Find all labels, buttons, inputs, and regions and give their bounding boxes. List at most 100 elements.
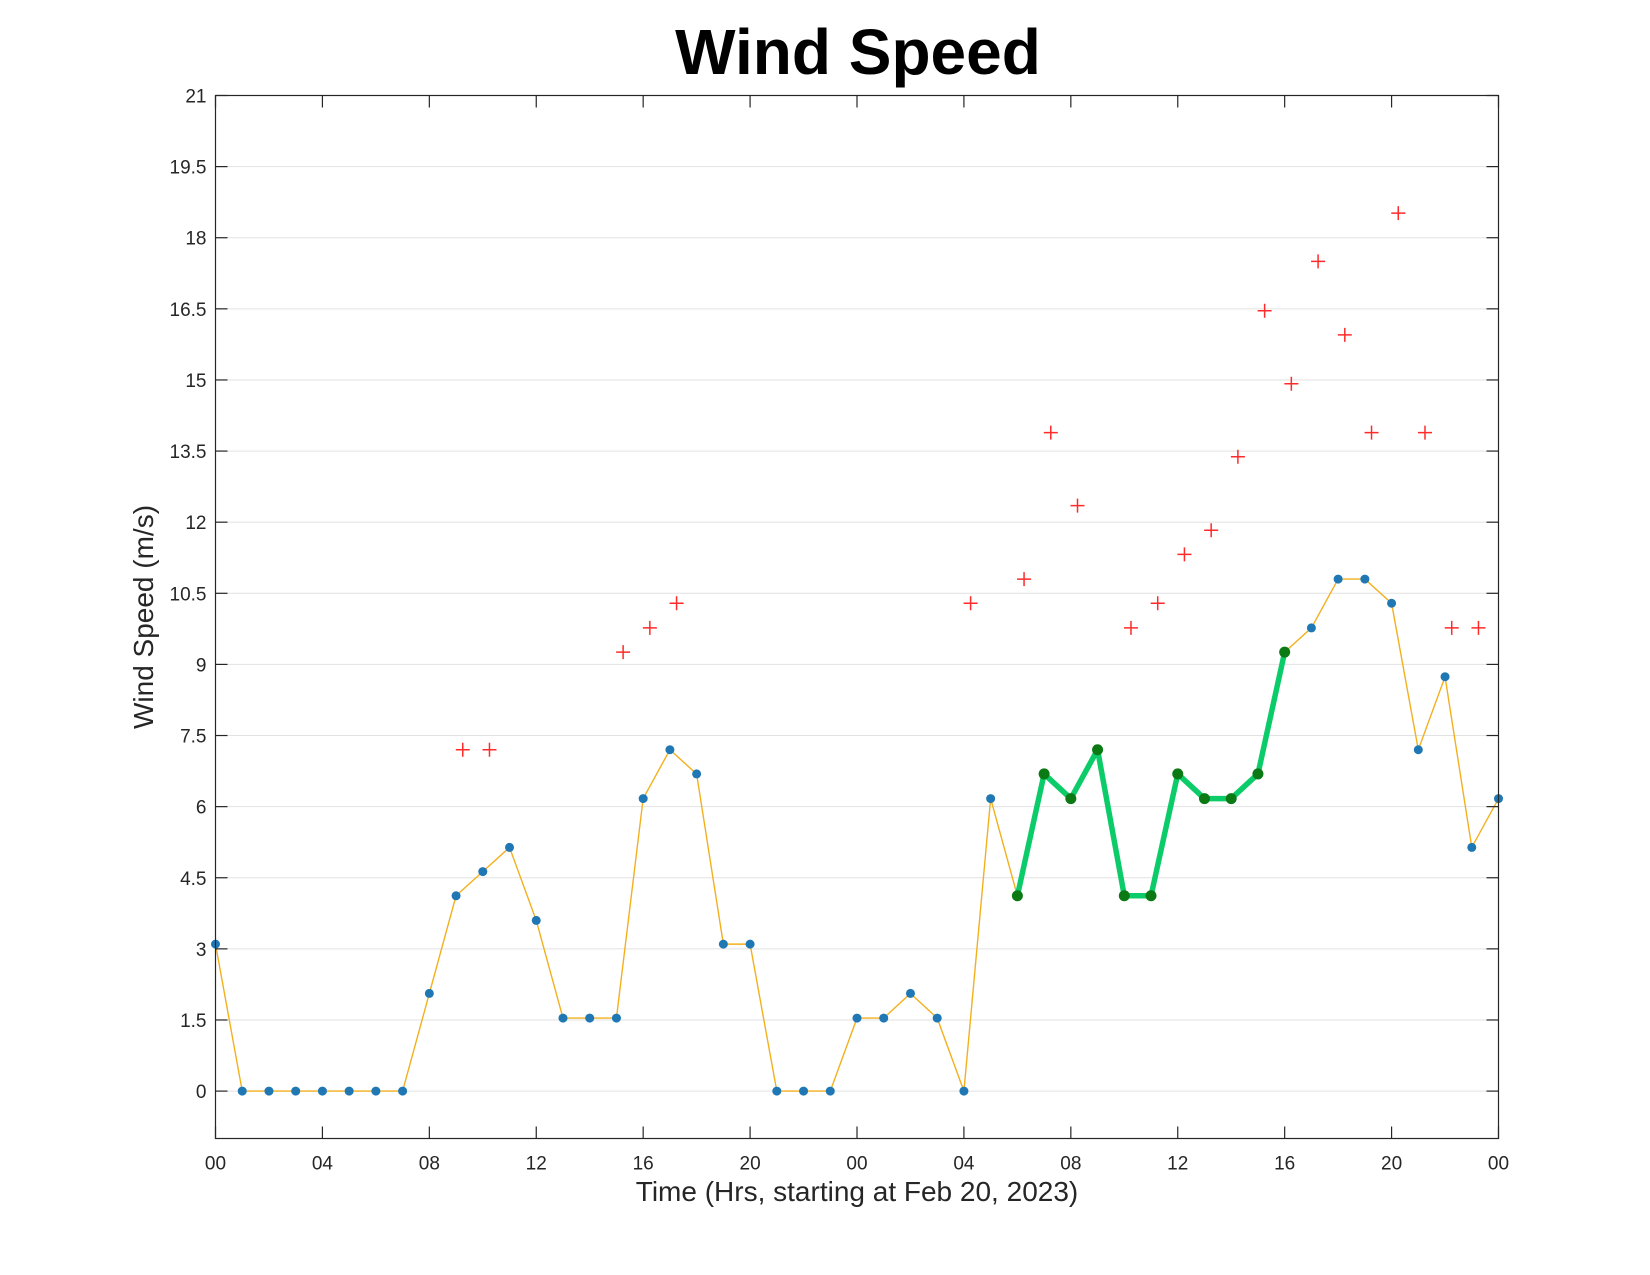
data-point bbox=[478, 867, 488, 877]
data-point bbox=[531, 915, 541, 925]
data-point bbox=[825, 1086, 835, 1096]
plus-marker bbox=[1444, 620, 1459, 635]
plus-marker bbox=[455, 742, 470, 757]
y-axis-label: Wind Speed (m/s) bbox=[128, 505, 159, 729]
y-tick-label: 10.5 bbox=[170, 584, 207, 605]
plus-marker bbox=[1311, 254, 1326, 269]
highlight-line bbox=[1014, 651, 1288, 899]
data-point bbox=[1440, 672, 1450, 682]
data-point bbox=[959, 1086, 969, 1096]
x-tick-label: 00 bbox=[846, 1154, 867, 1175]
data-point bbox=[1413, 745, 1423, 755]
plus-marker bbox=[1204, 523, 1219, 538]
highlight-point bbox=[1252, 768, 1264, 780]
data-point bbox=[1333, 574, 1343, 584]
plus-marker bbox=[1471, 620, 1486, 635]
highlight-point bbox=[1065, 793, 1077, 805]
highlight-point bbox=[1225, 793, 1237, 805]
plus-marker bbox=[1417, 425, 1432, 440]
data-point bbox=[852, 1013, 862, 1023]
data-point bbox=[1306, 623, 1316, 633]
y-tick-label: 9 bbox=[196, 655, 207, 676]
data-point bbox=[451, 891, 461, 901]
data-point bbox=[505, 842, 515, 852]
plot-series bbox=[211, 206, 1503, 1096]
data-point bbox=[692, 769, 702, 779]
data-point bbox=[905, 988, 915, 998]
data-point bbox=[665, 745, 675, 755]
x-tick-label: 04 bbox=[953, 1154, 975, 1175]
data-point bbox=[371, 1086, 381, 1096]
data-point bbox=[398, 1086, 408, 1096]
data-point bbox=[772, 1086, 782, 1096]
plus-marker bbox=[482, 742, 497, 757]
x-tick-label: 00 bbox=[1488, 1154, 1509, 1175]
plus-marker bbox=[1123, 620, 1138, 635]
highlight-point bbox=[1279, 646, 1291, 658]
y-tick-label: 16.5 bbox=[170, 300, 207, 321]
data-point bbox=[986, 794, 996, 804]
axis-ticks: 0 1.5 3 4.5 6 7.5 9 10.5 12 13.5 15 16.5 18 19.5 21 00 0… bbox=[170, 87, 1510, 1175]
x-tick-label: 20 bbox=[740, 1154, 761, 1175]
data-point bbox=[237, 1086, 247, 1096]
plus-marker bbox=[1337, 327, 1352, 342]
plus-marker bbox=[1043, 425, 1058, 440]
plus-marker bbox=[1017, 572, 1032, 587]
plus-marker bbox=[1391, 206, 1406, 221]
axes-frame bbox=[214, 94, 1500, 1140]
y-tick-label: 6 bbox=[196, 798, 207, 819]
data-point bbox=[718, 939, 728, 949]
highlight-point bbox=[1172, 768, 1184, 780]
y-tick-label: 21 bbox=[185, 87, 206, 108]
plus-marker bbox=[642, 620, 657, 635]
data-point bbox=[638, 794, 648, 804]
data-point bbox=[317, 1086, 327, 1096]
x-tick-label: 08 bbox=[419, 1154, 440, 1175]
plus-marker bbox=[616, 645, 631, 660]
x-tick-label: 16 bbox=[633, 1154, 654, 1175]
highlight-point bbox=[1198, 793, 1210, 805]
y-tick-label: 0 bbox=[196, 1082, 207, 1103]
data-point bbox=[1467, 842, 1477, 852]
highlight-point bbox=[1118, 890, 1130, 902]
chart-title: Wind Speed bbox=[675, 16, 1041, 88]
y-tick-label: 7.5 bbox=[180, 727, 206, 748]
y-tick-label: 3 bbox=[196, 940, 207, 961]
x-tick-label: 00 bbox=[205, 1154, 226, 1175]
data-point bbox=[291, 1086, 301, 1096]
plus-marker bbox=[1070, 498, 1085, 513]
y-tick-label: 12 bbox=[185, 513, 206, 534]
plus-marker bbox=[1150, 596, 1165, 611]
highlight-point bbox=[1145, 890, 1157, 902]
data-point bbox=[745, 939, 755, 949]
x-tick-label: 12 bbox=[526, 1154, 547, 1175]
y-tick-label: 15 bbox=[185, 371, 206, 392]
data-point bbox=[932, 1013, 942, 1023]
highlight-point bbox=[1038, 768, 1050, 780]
plus-marker bbox=[1230, 449, 1245, 464]
plus-marker bbox=[669, 596, 684, 611]
x-tick-label: 08 bbox=[1060, 1154, 1081, 1175]
data-point bbox=[1360, 574, 1370, 584]
y-tick-label: 18 bbox=[185, 229, 206, 250]
x-tick-label: 12 bbox=[1167, 1154, 1188, 1175]
y-tick-label: 1.5 bbox=[180, 1011, 206, 1032]
y-tick-label: 4.5 bbox=[180, 869, 206, 890]
highlight-point bbox=[1092, 744, 1104, 756]
plus-marker bbox=[1364, 425, 1379, 440]
plus-marker bbox=[963, 596, 978, 611]
data-point bbox=[1387, 598, 1397, 608]
data-point bbox=[344, 1086, 354, 1096]
plus-marker bbox=[1257, 303, 1272, 318]
x-tick-label: 20 bbox=[1381, 1154, 1402, 1175]
x-tick-label: 04 bbox=[312, 1154, 334, 1175]
data-point bbox=[879, 1013, 889, 1023]
data-point bbox=[585, 1013, 595, 1023]
plus-marker bbox=[1284, 376, 1299, 391]
y-tick-label: 19.5 bbox=[170, 158, 207, 179]
plus-marker bbox=[1177, 547, 1192, 562]
data-point bbox=[424, 988, 434, 998]
highlight-point bbox=[1011, 890, 1023, 902]
x-tick-label: 16 bbox=[1274, 1154, 1295, 1175]
